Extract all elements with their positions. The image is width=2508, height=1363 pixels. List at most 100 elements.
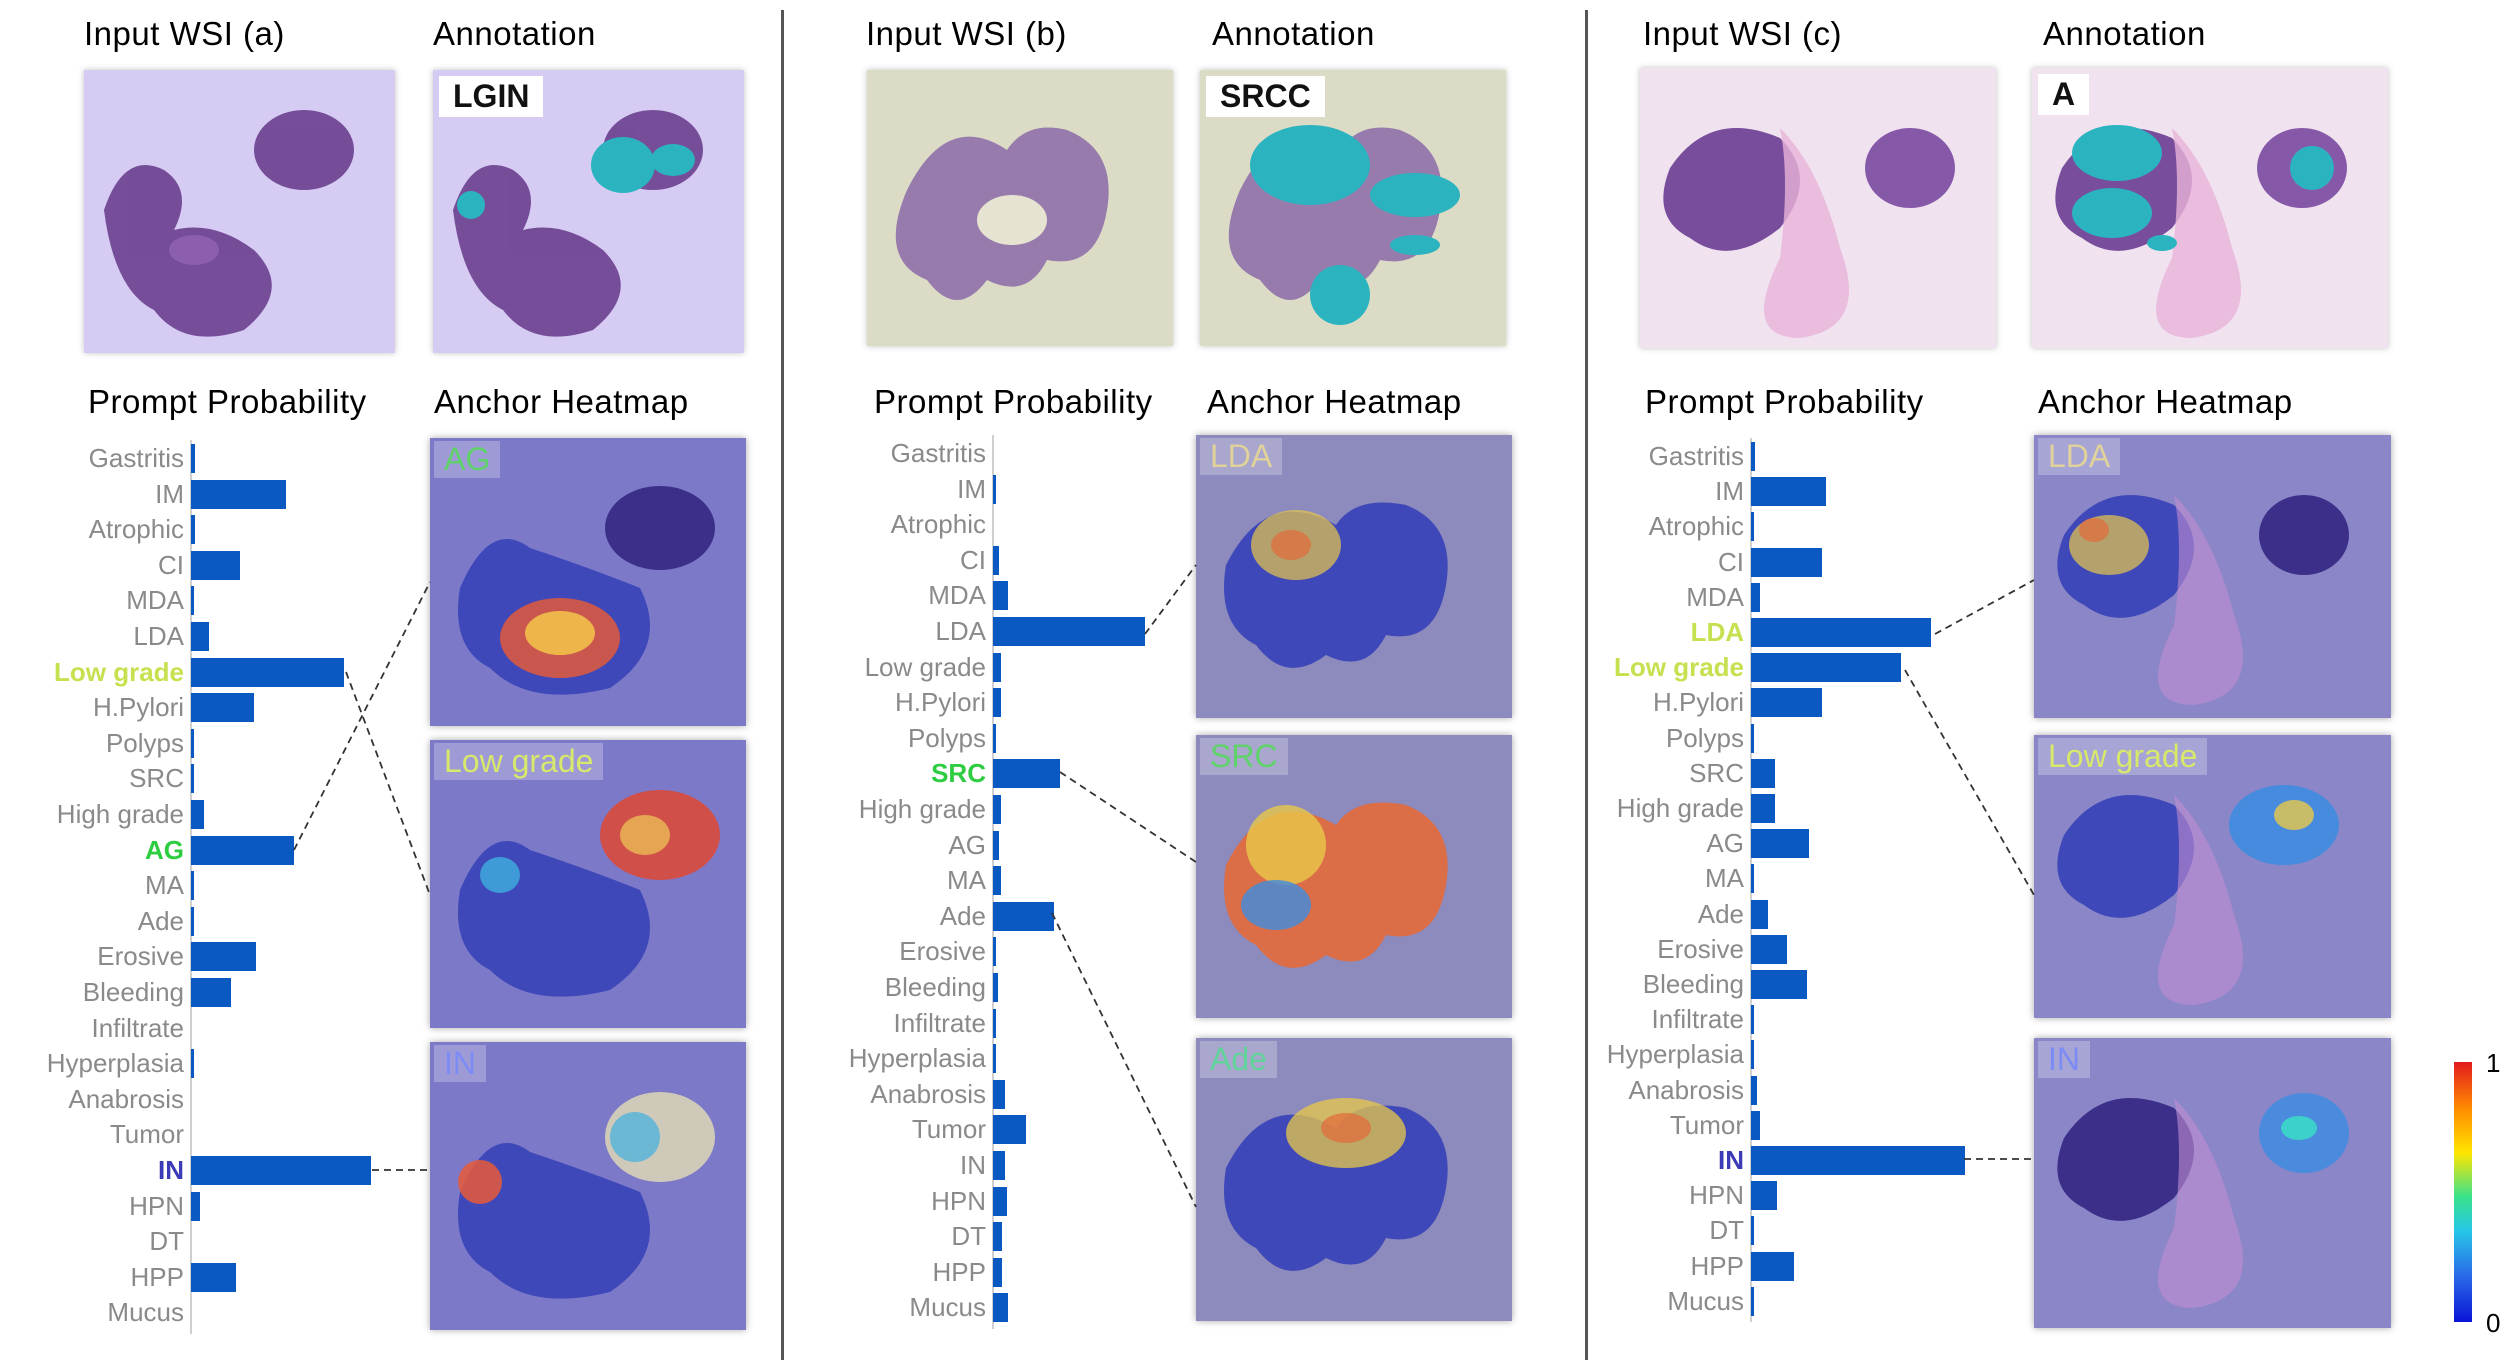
category-label-a: Infiltrate	[91, 1012, 185, 1043]
prob-bar-c	[1751, 1075, 1758, 1105]
prob-bar-b	[993, 1186, 1007, 1216]
category-label-c: AG	[1706, 828, 1744, 859]
prob-bar-a	[191, 479, 287, 509]
prob-bar-a	[191, 657, 344, 687]
prob-bar-b	[993, 723, 996, 753]
heatmap-image-c-1	[2057, 495, 2349, 705]
heatmap-image-a-1	[458, 486, 715, 695]
prob-title-b: Prompt Probability	[874, 383, 1153, 420]
category-label-b: H.Pylori	[894, 687, 986, 718]
input-wsi-c	[1640, 68, 1996, 348]
annotation-title-c: Annotation	[2043, 15, 2206, 52]
category-label-b: CI	[960, 544, 986, 575]
prob-bar-b	[993, 1293, 1009, 1323]
category-label-b: IM	[957, 473, 986, 504]
input-title-c: Input WSI (c)	[1643, 15, 1843, 52]
heatmap-label-b-2: SRC	[1200, 738, 1288, 775]
prob-bar-a	[191, 550, 240, 580]
prob-bar-c	[1751, 1251, 1794, 1281]
prob-bar-b	[993, 973, 998, 1002]
category-label-b: Infiltrate	[893, 1007, 987, 1038]
prob-bar-a	[191, 942, 256, 972]
prob-bar-c	[1751, 582, 1760, 612]
heatmap-title-b: Anchor Heatmap	[1207, 383, 1462, 420]
category-label-a: Ade	[137, 905, 184, 936]
category-label-c: IM	[1715, 476, 1744, 507]
category-label-a: SRC	[129, 763, 184, 794]
annotated-tissue-c	[2055, 125, 2347, 338]
category-label-b: AG	[948, 829, 986, 860]
category-label-b: Polyps	[907, 722, 986, 753]
prob-bar-c	[1751, 899, 1769, 929]
category-label-b: High grade	[858, 794, 986, 824]
heatmap-image-c-3	[2057, 1093, 2349, 1308]
category-label-a: AG	[145, 834, 184, 865]
prob-bar-a	[191, 978, 231, 1007]
category-label-a: High grade	[56, 799, 184, 829]
prob-bar-a	[191, 444, 195, 473]
category-label-c: Atrophic	[1648, 511, 1744, 542]
prob-bar-c	[1751, 688, 1822, 718]
connector-a-ag	[293, 581, 431, 851]
category-label-c: CI	[1718, 546, 1744, 577]
prob-bar-a	[191, 586, 194, 616]
category-label-a: Gastritis	[88, 443, 184, 473]
heatmap-a-2: Low grade	[430, 740, 746, 1028]
prob-bar-c	[1751, 1181, 1777, 1211]
divider-1	[781, 10, 784, 1360]
prob-bar-a	[191, 1049, 194, 1079]
input-title-b: Input WSI (b)	[866, 15, 1067, 52]
category-label-c: MA	[1705, 863, 1744, 894]
category-label-a: IM	[155, 478, 184, 509]
prob-bar-c	[1751, 1110, 1760, 1140]
category-label-b: Ade	[939, 900, 986, 931]
category-label-b: SRC	[931, 758, 986, 789]
prob-bar-b	[993, 688, 1001, 718]
category-label-a: LDA	[133, 621, 184, 651]
input-wsi-a	[84, 70, 395, 353]
prob-bar-b	[993, 1044, 996, 1074]
prob-bar-b	[993, 1222, 1003, 1252]
category-label-a: HPP	[130, 1261, 184, 1292]
prob-bar-b	[993, 1008, 997, 1038]
heatmap-label-a-2: Low grade	[434, 743, 604, 780]
category-label-a: H.Pylori	[92, 692, 184, 723]
prob-bar-c	[1751, 934, 1788, 964]
prob-bar-b	[993, 1257, 1003, 1287]
heatmap-label-c-2: Low grade	[2038, 738, 2208, 775]
heatmap-label-a-1: AG	[434, 441, 501, 478]
input-title-a: Input WSI (a)	[84, 15, 285, 52]
category-label-b: Atrophic	[890, 509, 986, 540]
category-label-c: Anabrosis	[1628, 1074, 1744, 1105]
heatmap-c-1: LDA	[2034, 435, 2391, 718]
category-label-b: LDA	[935, 616, 986, 646]
category-label-c: Polyps	[1665, 722, 1744, 753]
category-label-c: H.Pylori	[1652, 687, 1744, 718]
annotation-image-b: SRCC	[1200, 70, 1506, 346]
prob-bar-b	[993, 1115, 1027, 1145]
heatmap-label-c-1: LDA	[2038, 438, 2121, 475]
tissue-image-c	[1663, 128, 1955, 338]
heatmap-image-b-2	[1224, 802, 1448, 968]
annotation-label-c: A	[2038, 74, 2090, 115]
category-label-a: MDA	[126, 585, 184, 616]
category-label-c: Bleeding	[1642, 969, 1744, 999]
category-label-b: HPN	[931, 1185, 986, 1216]
heatmap-image-c-2	[2057, 785, 2339, 1005]
category-label-c: LDA	[1690, 617, 1744, 647]
category-label-b: Tumor	[911, 1114, 986, 1145]
heatmap-label-b-1: LDA	[1200, 438, 1283, 475]
tissue-image-b	[895, 127, 1109, 300]
prob-bar-c	[1751, 653, 1901, 683]
prob-bar-a	[191, 515, 195, 545]
prob-bar-c	[1751, 1286, 1754, 1316]
category-label-c: IN	[1718, 1145, 1744, 1175]
prob-bar-c	[1751, 547, 1822, 577]
prob-bar-c	[1751, 1146, 1965, 1175]
prob-title-c: Prompt Probability	[1645, 383, 1924, 420]
prob-bar-c	[1751, 1040, 1754, 1070]
prob-bar-c	[1751, 477, 1826, 507]
category-label-b: IN	[960, 1150, 986, 1180]
prob-bar-c	[1751, 512, 1754, 542]
prob-bar-c	[1751, 723, 1754, 753]
